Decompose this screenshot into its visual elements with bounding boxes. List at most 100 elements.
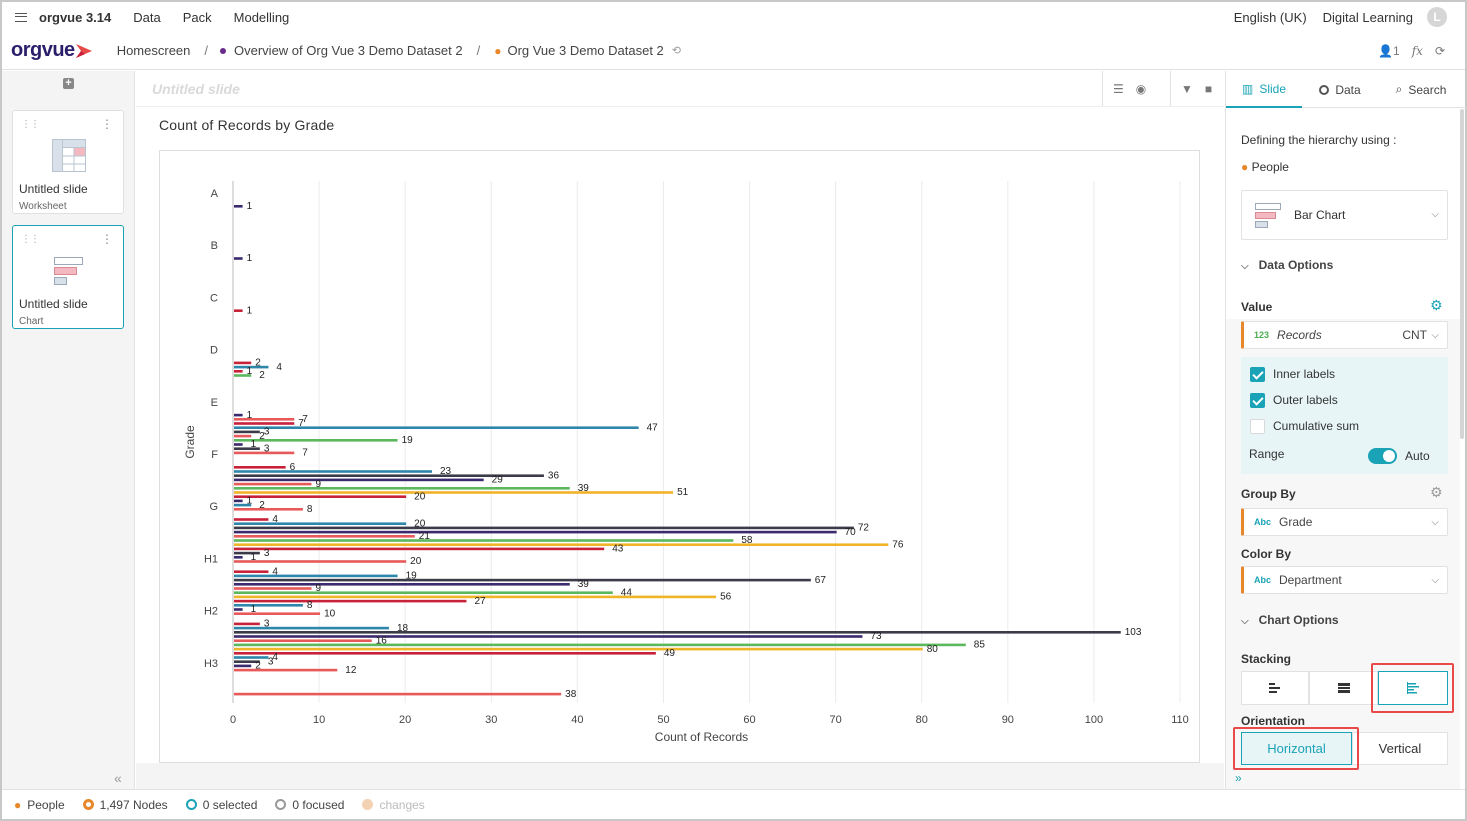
sync-icon[interactable]: ⟳	[1434, 43, 1445, 58]
formula-icon[interactable]: fx	[1411, 43, 1423, 58]
x-tick-label: 100	[1085, 714, 1103, 726]
drag-handle-icon[interactable]: ⋮⋮	[21, 234, 40, 245]
group-by-select[interactable]: Abc Grade ⌵	[1241, 508, 1448, 536]
bar-value-label: 38	[565, 689, 577, 700]
panel-scrollbar[interactable]	[1460, 109, 1464, 439]
expand-panel-icon[interactable]: »	[1235, 771, 1242, 785]
filter-icon[interactable]: ▼	[1181, 81, 1193, 96]
overview-dot-icon	[220, 47, 227, 54]
status-nodes[interactable]: 1,497 Nodes	[82, 798, 168, 812]
users-online-icon[interactable]: 👤1	[1378, 43, 1400, 58]
bar-value-label: 72	[858, 523, 870, 534]
panel-tabs: ▥ Slide Data ⌕ Search	[1226, 71, 1466, 108]
hamburger-menu-icon[interactable]	[15, 12, 27, 22]
text-type-icon: Abc	[1254, 517, 1272, 527]
bar-value-label: 2	[259, 431, 265, 442]
status-focused[interactable]: 0 focused	[275, 798, 344, 812]
breadcrumb-home[interactable]: Homescreen	[116, 43, 191, 58]
x-tick-label: 60	[743, 714, 755, 726]
x-tick-label: 70	[830, 714, 842, 726]
list-view-icon[interactable]: ☰	[1113, 81, 1124, 96]
bar-value-label: 47	[647, 422, 659, 433]
collapse-panel-icon[interactable]: «	[114, 770, 122, 786]
breadcrumb-dataset[interactable]: ● Org Vue 3 Demo Dataset 2 ⟲	[494, 43, 681, 58]
stacking-stacked-button[interactable]	[1309, 671, 1378, 705]
chart-container: 0 10 20 30 40 50 60 70 80 90 100 110 Count of Record…	[159, 150, 1200, 763]
slide-name-input[interactable]: Untitled slide	[152, 81, 240, 97]
status-selected[interactable]: 0 selected	[185, 798, 257, 812]
top-right-controls: English (UK) Digital Learning L	[1218, 2, 1447, 32]
slide-thumb-chart[interactable]: ⋮⋮ ⋮ Untitled slide Chart	[12, 225, 124, 329]
user-avatar[interactable]: L	[1427, 7, 1447, 27]
bar-value-label: 43	[612, 544, 624, 555]
bar-value-label: 58	[741, 535, 753, 546]
data-options-header[interactable]: ⌵ Data Options	[1241, 258, 1333, 272]
bar	[234, 543, 889, 546]
outer-labels-label: Outer labels	[1273, 393, 1338, 407]
refresh-link-icon[interactable]: ⟲	[671, 45, 681, 57]
tab-search[interactable]: ⌕ Search	[1378, 71, 1464, 108]
stacking-grouped-button[interactable]	[1241, 671, 1309, 705]
x-tick-label: 90	[1002, 714, 1014, 726]
slide-title: Untitled slide	[19, 297, 88, 311]
color-by-select[interactable]: Abc Department ⌵	[1241, 566, 1448, 594]
tab-slide[interactable]: ▥ Slide	[1226, 71, 1302, 108]
paw-icon: ●	[1241, 160, 1249, 174]
group-by-settings-gear-icon[interactable]: ⚙	[1430, 484, 1443, 500]
x-tick-label: 50	[657, 714, 669, 726]
chart-options-header[interactable]: ⌵ Chart Options	[1241, 613, 1339, 627]
tab-search-label: Search	[1408, 82, 1447, 97]
color-by-value: Department	[1279, 573, 1342, 587]
menu-modelling[interactable]: Modelling	[233, 9, 290, 25]
panel-toggle-icon[interactable]: ■	[1204, 81, 1213, 96]
bar-value-label: 4	[272, 514, 278, 525]
value-settings-gear-icon[interactable]: ⚙	[1430, 297, 1443, 313]
bar-value-label: 29	[492, 475, 504, 486]
inner-labels-checkbox[interactable]	[1250, 367, 1265, 382]
stacking-overlap-button[interactable]	[1378, 671, 1448, 705]
hierarchy-value[interactable]: ● People	[1241, 160, 1289, 174]
chevron-down-icon: ⌵	[1241, 261, 1249, 272]
more-options-icon[interactable]: ⋮	[101, 117, 113, 131]
status-changes[interactable]: changes	[362, 797, 425, 812]
stacking-grouped-icon	[1269, 683, 1280, 693]
outer-labels-checkbox[interactable]	[1250, 393, 1265, 408]
status-changes-label: changes	[379, 797, 425, 812]
bar-value-label: 51	[677, 487, 689, 498]
more-options-icon[interactable]: ⋮	[101, 232, 113, 246]
paw-icon: ●	[494, 43, 502, 58]
add-slide-button[interactable]: +	[63, 78, 74, 89]
value-field-select[interactable]: 123 Records CNT ⌵	[1241, 321, 1448, 349]
bar	[234, 526, 854, 530]
bar-value-label: 49	[664, 648, 676, 659]
tab-data[interactable]: Data	[1302, 71, 1378, 108]
menu-data[interactable]: Data	[133, 9, 161, 25]
language-selector[interactable]: English (UK)	[1233, 9, 1307, 25]
palette-icon[interactable]: ◉	[1135, 81, 1147, 96]
breadcrumb-overview[interactable]: Overview of Org Vue 3 Demo Dataset 2	[220, 43, 463, 58]
slide-type: Worksheet	[19, 201, 67, 212]
x-tick-label: 110	[1171, 714, 1189, 726]
bar	[234, 604, 303, 607]
status-hierarchy[interactable]: ● People	[14, 798, 65, 812]
bar	[234, 560, 407, 563]
bar-value-label: 76	[892, 539, 904, 550]
workspace-selector[interactable]: Digital Learning	[1322, 9, 1413, 25]
bar-value-label: 20	[414, 491, 426, 502]
chart-type-select[interactable]: Bar Chart ⌵	[1241, 190, 1448, 240]
drag-handle-icon[interactable]: ⋮⋮	[21, 119, 40, 130]
bar	[234, 608, 243, 611]
orientation-horizontal-button[interactable]: Horizontal	[1241, 732, 1352, 765]
range-auto-toggle[interactable]	[1368, 448, 1397, 464]
orgvue-logo[interactable]: orgvue	[11, 39, 93, 62]
bar	[234, 482, 312, 486]
bar	[234, 443, 243, 446]
slide-thumb-worksheet[interactable]: ⋮⋮ ⋮ Untitled slide Worksheet	[12, 110, 124, 214]
hierarchy-value-label: People	[1251, 160, 1289, 174]
y-tick-label: H1	[204, 553, 218, 565]
bar	[234, 451, 295, 455]
menu-pack[interactable]: Pack	[182, 9, 212, 25]
cumulative-sum-checkbox[interactable]	[1250, 419, 1265, 434]
orientation-vertical-button[interactable]: Vertical	[1352, 732, 1448, 765]
bar-value-label: 7	[298, 418, 304, 429]
